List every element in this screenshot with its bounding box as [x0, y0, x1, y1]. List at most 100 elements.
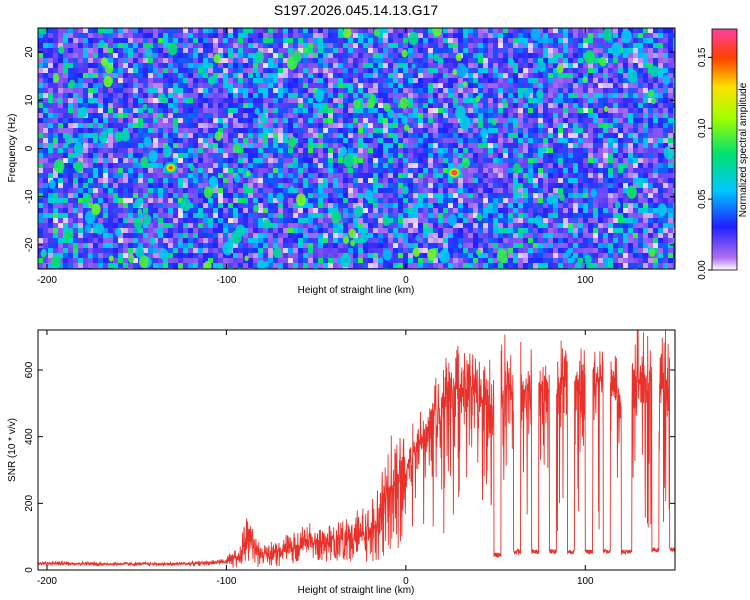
- heatmap-cell: [638, 213, 644, 219]
- heatmap-cell: [233, 108, 239, 114]
- heatmap-cell: [578, 208, 584, 214]
- heatmap-cell: [103, 93, 109, 99]
- heatmap-cell: [168, 173, 174, 179]
- heatmap-cell: [248, 188, 254, 194]
- heatmap-cell: [628, 43, 634, 49]
- heatmap-cell: [218, 113, 224, 119]
- heatmap-cell: [358, 43, 364, 49]
- heatmap-cell: [153, 83, 159, 89]
- heatmap-cell: [98, 198, 104, 204]
- heatmap-cell: [203, 88, 209, 94]
- heatmap-cell: [48, 83, 54, 89]
- heatmap-cell: [523, 143, 529, 149]
- heatmap-cell: [278, 208, 284, 214]
- heatmap-cell: [558, 113, 564, 119]
- heatmap-cell: [443, 133, 449, 139]
- heatmap-cell: [123, 113, 129, 119]
- heatmap-cell: [183, 193, 189, 199]
- heatmap-cell: [203, 93, 209, 99]
- heatmap-cell: [513, 48, 519, 54]
- heatmap-cell: [383, 98, 389, 104]
- heatmap-cell: [398, 108, 404, 114]
- heatmap-cell: [613, 168, 619, 174]
- heatmap-cell: [553, 58, 559, 64]
- heatmap-cell: [503, 78, 509, 84]
- heatmap-cell: [423, 123, 429, 129]
- heatmap-cell: [378, 168, 384, 174]
- heatmap-cell: [53, 48, 59, 54]
- heatmap-cell: [668, 28, 674, 34]
- heatmap-cell: [108, 123, 114, 129]
- heatmap-cell: [273, 203, 279, 209]
- heatmap-cell: [58, 33, 64, 39]
- heatmap-cell: [88, 183, 94, 189]
- heatmap-cell: [488, 68, 494, 74]
- heatmap-cell: [203, 53, 209, 59]
- heatmap-cell: [633, 133, 639, 139]
- heatmap-cell: [428, 128, 434, 134]
- heatmap-cell: [103, 163, 109, 169]
- heatmap-cell: [583, 63, 589, 69]
- heatmap-cell: [513, 103, 519, 109]
- heatmap-cell: [58, 38, 64, 44]
- heatmap-cell: [433, 63, 439, 69]
- heatmap-cell: [38, 88, 44, 94]
- heatmap-cell: [653, 163, 659, 169]
- heatmap-cell: [258, 218, 264, 224]
- heatmap-cell: [558, 43, 564, 49]
- heatmap-cell: [458, 28, 464, 34]
- heatmap-cell: [93, 133, 99, 139]
- heatmap-cell: [598, 63, 604, 69]
- heatmap-cell: [298, 73, 304, 79]
- heatmap-cell: [593, 113, 599, 119]
- heatmap-cell: [538, 153, 544, 159]
- heatmap-cell: [418, 33, 424, 39]
- heatmap-cell: [608, 73, 614, 79]
- heatmap-cell: [258, 93, 264, 99]
- heatmap-cell: [243, 143, 249, 149]
- heatmap-cell: [478, 133, 484, 139]
- heatmap-cell: [438, 193, 444, 199]
- heatmap-cell: [273, 28, 279, 34]
- heatmap-cell: [533, 48, 539, 54]
- heatmap-cell: [393, 73, 399, 79]
- heatmap-cell: [363, 28, 369, 34]
- heatmap-cell: [458, 48, 464, 54]
- heatmap-cell: [428, 113, 434, 119]
- heatmap-cell: [368, 113, 374, 119]
- heatmap-cell: [598, 68, 604, 74]
- heatmap-cell: [383, 158, 389, 164]
- heatmap-cell: [68, 148, 74, 154]
- heatmap-cell: [403, 73, 409, 79]
- heatmap-cell: [328, 183, 334, 189]
- heatmap-cell: [628, 158, 634, 164]
- heatmap-cell: [53, 133, 59, 139]
- heatmap-cell: [648, 198, 654, 204]
- heatmap-cell: [263, 43, 269, 49]
- heatmap-cell: [168, 143, 174, 149]
- heatmap-cell: [503, 203, 509, 209]
- heatmap-cell: [598, 148, 604, 154]
- heatmap-cell: [548, 163, 554, 169]
- heatmap-cell: [153, 33, 159, 39]
- heatmap-cell: [518, 53, 524, 59]
- heatmap-cell: [503, 113, 509, 119]
- heatmap-cell: [628, 213, 634, 219]
- heatmap-cell: [453, 103, 459, 109]
- heatmap-cell: [568, 158, 574, 164]
- heatmap-cell: [73, 188, 79, 194]
- heatmap-cell: [423, 148, 429, 154]
- heatmap-cell: [668, 128, 674, 134]
- heatmap-cell: [303, 138, 309, 144]
- heatmap-cell: [338, 123, 344, 129]
- heatmap-cell: [578, 148, 584, 154]
- heatmap-cell: [233, 183, 239, 189]
- heatmap-cell: [358, 53, 364, 59]
- heatmap-cell: [58, 203, 64, 209]
- heatmap-cell: [523, 38, 529, 44]
- heatmap-cell: [83, 88, 89, 94]
- heatmap-cell: [163, 88, 169, 94]
- heatmap-cell: [513, 188, 519, 194]
- heatmap-cell: [648, 118, 654, 124]
- heatmap-cell: [283, 173, 289, 179]
